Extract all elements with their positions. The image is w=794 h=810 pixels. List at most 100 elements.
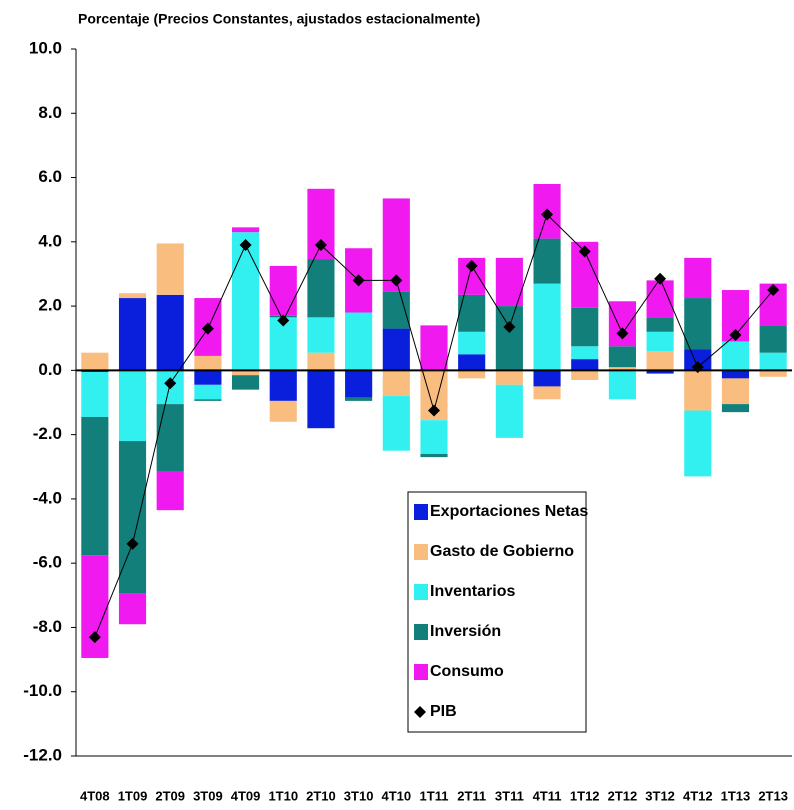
x-tick-label: 3T10 <box>344 788 374 803</box>
bar <box>684 257 712 299</box>
legend-label: PIB <box>430 703 457 720</box>
y-tick-label: 8.0 <box>38 103 62 122</box>
legend-label: Inversión <box>430 623 501 640</box>
bar <box>269 265 297 316</box>
point <box>164 377 177 390</box>
legend-swatch <box>414 584 428 600</box>
bar <box>156 294 184 371</box>
bar <box>646 331 674 352</box>
bar <box>533 283 561 371</box>
y-tick-label: -4.0 <box>33 488 62 507</box>
bar <box>382 396 410 451</box>
bar <box>81 371 109 417</box>
point <box>691 361 704 374</box>
legend-label: Inventarios <box>430 583 515 600</box>
bar <box>232 375 260 390</box>
x-tick-label: 2T10 <box>306 788 336 803</box>
bar <box>721 370 750 379</box>
x-tick-label: 2T11 <box>457 788 486 803</box>
bar <box>118 593 147 625</box>
bar <box>194 370 222 385</box>
bar <box>420 420 448 454</box>
bar <box>495 306 523 371</box>
bar <box>495 370 523 385</box>
bar <box>118 293 147 299</box>
y-tick-label: -12.0 <box>23 745 62 764</box>
y-tick-label: 6.0 <box>38 167 62 186</box>
bar <box>721 404 750 413</box>
legend-label: Exportaciones Netas <box>430 503 588 520</box>
y-tick-label: -6.0 <box>33 553 62 572</box>
bar <box>420 325 448 371</box>
bar <box>269 370 297 401</box>
bar <box>307 370 335 429</box>
y-tick-label: 4.0 <box>38 231 62 250</box>
legend-swatch <box>414 504 428 520</box>
bar <box>382 328 410 371</box>
y-tick-label: 0.0 <box>38 360 62 379</box>
bar <box>721 378 750 405</box>
bar <box>194 384 222 400</box>
bar <box>684 298 712 350</box>
point <box>126 537 139 550</box>
bar <box>81 352 109 371</box>
point <box>578 245 591 258</box>
bar <box>533 386 561 400</box>
bar <box>194 399 222 401</box>
x-tick-label: 1T10 <box>268 788 298 803</box>
point <box>503 320 516 333</box>
bar <box>533 238 561 284</box>
bar <box>156 404 184 472</box>
bar <box>345 312 373 371</box>
point <box>465 259 478 272</box>
bar <box>232 370 260 376</box>
bar <box>646 370 674 374</box>
legend-box <box>407 491 587 733</box>
bar <box>307 317 335 353</box>
bar <box>684 410 712 477</box>
point <box>729 329 742 342</box>
bar <box>571 346 599 360</box>
y-tick-label: -8.0 <box>33 617 62 636</box>
bar <box>608 367 636 371</box>
point <box>541 208 554 221</box>
bar <box>533 370 561 387</box>
bar <box>269 400 297 422</box>
point <box>239 239 252 252</box>
x-tick-label: 4T11 <box>533 788 562 803</box>
bar <box>608 370 636 400</box>
bar <box>345 397 373 401</box>
bar <box>571 359 599 371</box>
bar <box>646 280 674 318</box>
y-tick-label: 2.0 <box>38 296 62 315</box>
y-tick-label: 10.0 <box>29 38 62 57</box>
bar <box>118 441 147 594</box>
bar <box>608 301 636 347</box>
bar <box>571 370 599 381</box>
point <box>201 322 214 335</box>
bar <box>721 341 750 371</box>
bar <box>232 227 260 233</box>
legend-swatch <box>414 624 428 640</box>
bar <box>759 352 787 371</box>
bar <box>458 370 486 379</box>
bar <box>118 370 147 442</box>
y-tick-label: -10.0 <box>23 681 62 700</box>
x-tick-label: 1T09 <box>118 788 148 803</box>
bar <box>420 453 448 458</box>
bar <box>458 331 486 355</box>
point <box>314 239 327 252</box>
bar <box>118 298 147 371</box>
bar <box>307 352 335 371</box>
point <box>277 314 290 327</box>
bar <box>156 243 184 295</box>
bar <box>608 346 636 368</box>
bar <box>307 259 335 318</box>
bar <box>458 354 486 371</box>
point <box>88 631 101 644</box>
x-tick-label: 1T13 <box>721 788 751 803</box>
point <box>767 284 780 297</box>
legend-marker <box>414 706 426 718</box>
bar <box>684 370 712 411</box>
x-tick-label: 2T13 <box>758 788 788 803</box>
